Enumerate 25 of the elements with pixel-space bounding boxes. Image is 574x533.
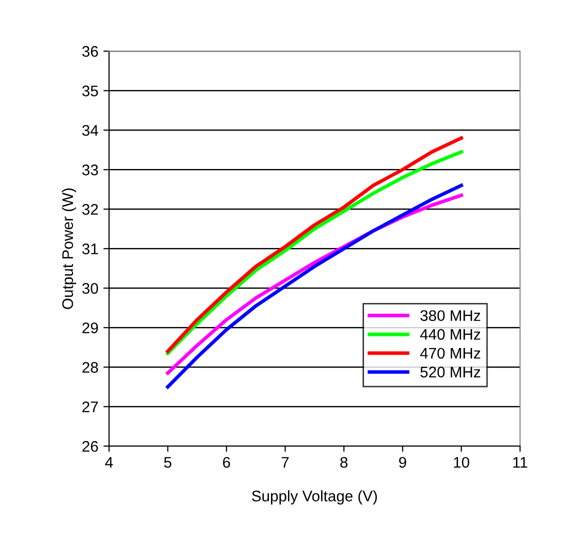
legend-label: 470 MHz — [420, 348, 480, 359]
y-axis-title: Output Power (W) — [62, 188, 76, 310]
x-tick-label: 9 — [399, 456, 406, 468]
y-tick-label: 34 — [82, 125, 98, 136]
x-tick-label: 4 — [105, 457, 113, 468]
y-tick-label: 32 — [82, 204, 98, 215]
x-tick-label: 8 — [340, 456, 348, 468]
x-tick-label: 5 — [164, 457, 172, 468]
y-tick-label: 26 — [82, 440, 98, 452]
x-tick-label: 6 — [223, 456, 230, 468]
y-tick-label: 28 — [82, 362, 98, 373]
y-tick-label: 35 — [82, 86, 98, 96]
x-tick-label: 7 — [282, 457, 289, 468]
legend-label: 440 MHz — [420, 329, 480, 340]
y-tick-label: 29 — [82, 322, 98, 334]
legend-label: 380 MHz — [420, 310, 480, 322]
y-tick-label: 30 — [82, 283, 98, 294]
x-tick-label: 11 — [513, 457, 528, 468]
x-tick-label: 10 — [454, 456, 470, 468]
x-axis-title: Supply Voltage (V) — [252, 490, 377, 504]
y-tick-label: 36 — [82, 46, 98, 57]
legend-label: 520 MHz — [420, 366, 480, 378]
y-tick-label: 27 — [82, 401, 98, 412]
y-tick-label: 33 — [82, 164, 98, 176]
y-tick-label: 31 — [82, 244, 98, 254]
